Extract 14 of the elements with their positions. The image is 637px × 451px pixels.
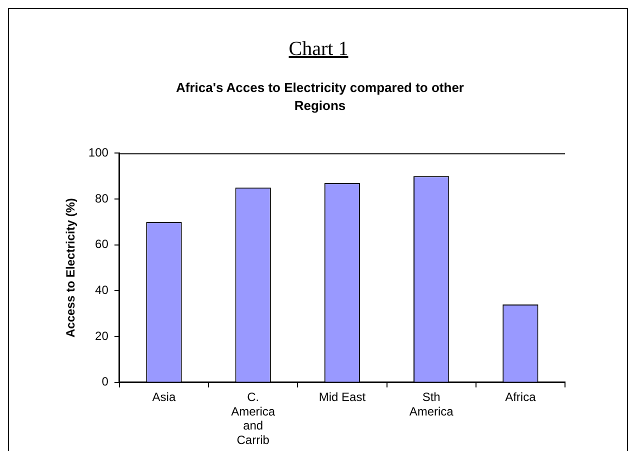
y-tick-label: 60 [95, 237, 109, 252]
x-tick-label: Mid East [318, 390, 366, 404]
y-tick-label: 20 [95, 328, 109, 343]
y-tick-label: 40 [95, 283, 109, 298]
chart-title: Chart 1 [288, 38, 348, 60]
chart-subtitle: Africa's Acces to Electricity compared to other Regions [175, 79, 465, 115]
x-tick-label: Sth America [409, 390, 454, 418]
x-tick-label: Africa [505, 390, 536, 404]
y-tick-label: 0 [102, 374, 109, 389]
y-tick-label: 80 [95, 191, 109, 206]
y-axis-title: Access to Electricity (%) [64, 198, 78, 338]
x-tick-label: Asia [152, 390, 176, 404]
y-tick-label: 100 [88, 146, 109, 160]
x-tick-label: C. America and Carrib [231, 390, 276, 448]
